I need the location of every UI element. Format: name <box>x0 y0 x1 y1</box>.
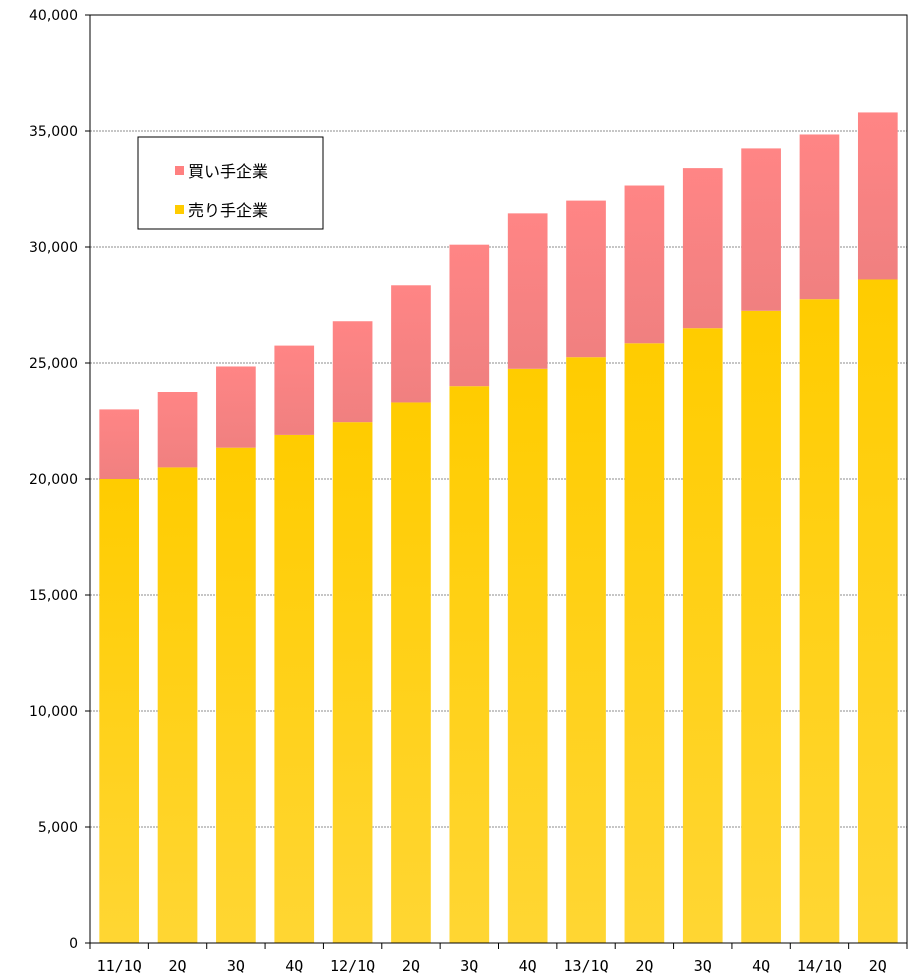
gridlines <box>90 130 907 828</box>
legend-swatch-seller <box>175 205 184 214</box>
bar-buyer <box>857 112 898 280</box>
x-tick-label: 13/1Q <box>563 957 608 975</box>
bar-buyer <box>741 148 781 311</box>
y-tick-label: 40,000 <box>29 8 78 24</box>
bar-buyer <box>274 345 315 435</box>
bar-buyer <box>566 200 606 358</box>
x-tick-label: 4Q <box>519 957 537 975</box>
x-tick-label: 2Q <box>635 957 653 975</box>
bar-buyer <box>332 321 373 423</box>
x-tick-label: 4Q <box>752 957 770 975</box>
x-tick-label: 12/1Q <box>330 957 375 975</box>
y-tick-label: 25,000 <box>29 356 78 372</box>
bar-seller <box>157 467 198 943</box>
y-tick-label: 0 <box>69 936 78 952</box>
x-tick-label: 3Q <box>460 957 478 975</box>
bar-seller <box>216 447 256 943</box>
x-tick-label: 11/1Q <box>97 957 142 975</box>
bar-seller <box>391 402 431 943</box>
legend-label-seller: 売り手企業 <box>188 201 268 220</box>
y-tick-label: 30,000 <box>29 240 78 256</box>
x-tick-label: 2Q <box>402 957 420 975</box>
y-tick-label: 35,000 <box>29 124 78 140</box>
bar-seller <box>332 422 373 943</box>
bar-seller <box>857 279 898 944</box>
x-tick-label: 3Q <box>694 957 712 975</box>
bar-seller <box>449 386 490 943</box>
bar-buyer <box>449 244 490 387</box>
x-tick-label: 2Q <box>169 957 187 975</box>
bar-buyer <box>507 213 548 369</box>
bar-seller <box>274 434 315 943</box>
x-tick-label: 14/1Q <box>797 957 842 975</box>
y-tick-label: 10,000 <box>29 704 78 720</box>
bar-seller <box>682 328 723 943</box>
bar-buyer <box>216 366 256 448</box>
bar-buyer <box>624 185 665 344</box>
legend-box <box>137 136 324 230</box>
bar-seller <box>507 368 548 943</box>
y-tick-label: 15,000 <box>29 588 78 604</box>
bar-seller <box>799 299 840 943</box>
bar-buyer <box>391 285 431 403</box>
bar-seller <box>566 357 606 943</box>
bar-seller <box>624 343 665 943</box>
y-tick-label: 5,000 <box>38 820 78 836</box>
legend-swatch-buyer <box>175 166 184 175</box>
x-tick-label: 4Q <box>285 957 303 975</box>
bar-seller <box>99 479 140 943</box>
legend: 買い手企業 売り手企業 <box>137 136 324 230</box>
bar-seller <box>741 310 781 943</box>
x-tick-label: 3Q <box>227 957 245 975</box>
y-tick-label: 20,000 <box>29 472 78 488</box>
bar-buyer <box>157 392 198 468</box>
plot-frame <box>89 14 908 944</box>
axes: 0 5,000 10,000 15,000 20,000 25,000 30,000 35,0… <box>29 8 908 975</box>
bar-buyer <box>99 409 140 479</box>
legend-label-buyer: 買い手企業 <box>188 162 268 181</box>
bars <box>99 112 898 944</box>
x-tick-label: 2Q <box>869 957 887 975</box>
bar-buyer <box>682 168 723 329</box>
bar-buyer <box>799 134 840 300</box>
